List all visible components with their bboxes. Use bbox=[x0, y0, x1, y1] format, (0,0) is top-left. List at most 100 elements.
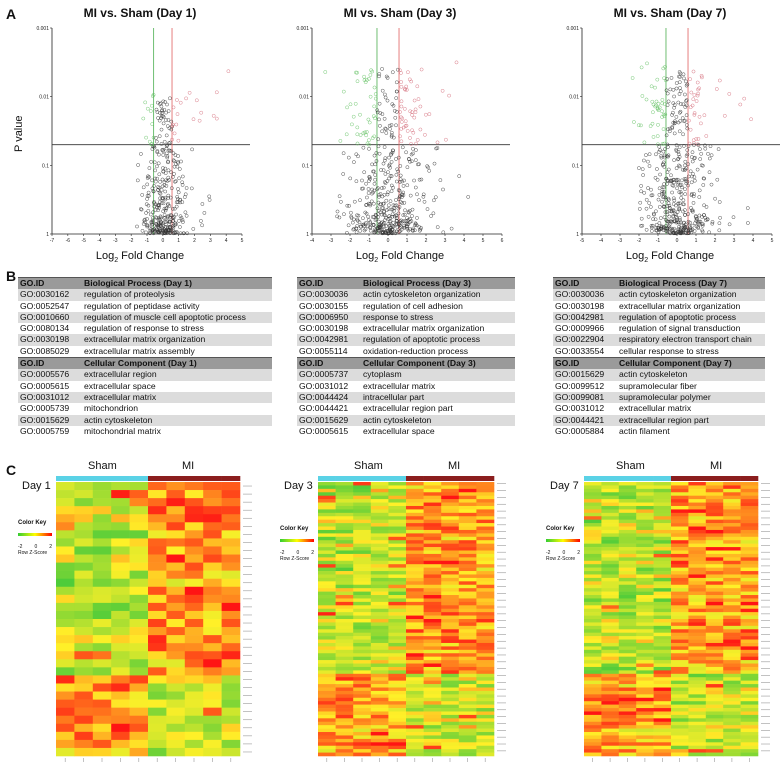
data-point bbox=[669, 219, 673, 224]
data-point bbox=[388, 199, 393, 204]
data-point bbox=[640, 223, 645, 228]
heatmap-cell bbox=[653, 547, 672, 551]
go-table-row: GO:0031012 extracellular matrix bbox=[18, 391, 272, 404]
heatmap-cell bbox=[166, 546, 186, 555]
data-point bbox=[696, 137, 701, 141]
data-point bbox=[351, 114, 356, 119]
heatmap-cell bbox=[723, 523, 741, 527]
data-point bbox=[181, 220, 185, 224]
heatmap-cell bbox=[601, 612, 620, 616]
heatmap-cell bbox=[335, 646, 354, 651]
heatmap-cell bbox=[148, 530, 167, 539]
heatmap-cell bbox=[221, 739, 241, 749]
data-point bbox=[692, 178, 697, 183]
heatmap-cell bbox=[166, 586, 186, 596]
data-point bbox=[658, 216, 663, 220]
heatmap-cell bbox=[458, 519, 477, 524]
data-point bbox=[405, 222, 410, 227]
heatmap-cell bbox=[221, 530, 241, 539]
heatmap-cell bbox=[688, 642, 707, 647]
heatmap-cell bbox=[335, 595, 354, 599]
heatmap-cell bbox=[423, 670, 442, 675]
data-point bbox=[662, 102, 667, 106]
data-point bbox=[366, 187, 371, 191]
heatmap-cell bbox=[370, 666, 389, 671]
heatmap-cell bbox=[636, 553, 654, 558]
heatmap-cell bbox=[335, 738, 354, 743]
data-point bbox=[177, 176, 181, 181]
data-point bbox=[149, 159, 154, 164]
data-point bbox=[156, 116, 160, 120]
heatmap-cell bbox=[92, 570, 112, 580]
data-point bbox=[685, 148, 690, 152]
heatmap-cell bbox=[370, 742, 389, 747]
x-tick-label: 0 bbox=[161, 238, 164, 244]
data-point bbox=[693, 221, 698, 225]
data-point bbox=[386, 190, 390, 195]
heatmap-cell bbox=[388, 711, 407, 716]
data-point bbox=[386, 203, 391, 208]
heatmap-cell bbox=[636, 488, 654, 493]
heatmap-cell bbox=[370, 488, 389, 493]
heatmap-cell bbox=[318, 742, 336, 747]
data-point bbox=[155, 150, 160, 155]
heatmap-cell bbox=[705, 577, 724, 582]
heatmap-cell bbox=[129, 538, 149, 547]
data-point bbox=[167, 222, 171, 227]
data-point bbox=[380, 129, 384, 134]
data-point bbox=[672, 105, 676, 110]
data-point bbox=[178, 231, 183, 236]
heatmap-cell bbox=[618, 745, 637, 750]
data-point bbox=[349, 214, 354, 219]
data-point bbox=[381, 206, 386, 210]
heatmap-cell bbox=[370, 656, 389, 661]
data-point bbox=[164, 118, 168, 122]
heatmap-cell bbox=[370, 721, 389, 726]
heatmap-cell bbox=[148, 546, 167, 555]
data-point bbox=[667, 214, 672, 219]
data-point bbox=[380, 186, 384, 190]
heatmap-cell bbox=[388, 488, 407, 493]
data-point bbox=[649, 187, 653, 192]
heatmap-cell bbox=[441, 735, 460, 740]
heatmap-cell bbox=[370, 619, 389, 623]
heatmap-cell bbox=[723, 505, 741, 510]
heatmap-cell bbox=[584, 605, 602, 610]
data-point bbox=[441, 230, 446, 235]
heatmap-cell bbox=[92, 659, 112, 668]
x-tick-label: -2 bbox=[129, 238, 134, 244]
go-term-cell: Biological Process (Day 1) bbox=[82, 277, 272, 290]
data-point bbox=[372, 153, 377, 158]
heatmap-cell bbox=[636, 684, 654, 688]
heatmap-cell bbox=[129, 530, 149, 539]
go-term-cell: actin filament bbox=[619, 425, 670, 436]
heatmap-cell bbox=[601, 560, 620, 565]
heatmap-cell bbox=[406, 632, 424, 637]
heatmap-cell bbox=[423, 680, 442, 685]
data-point bbox=[419, 67, 424, 72]
data-point bbox=[693, 155, 697, 160]
panel-label-c: C bbox=[6, 462, 17, 478]
heatmap-cell bbox=[671, 721, 689, 726]
data-point bbox=[644, 197, 649, 202]
data-point bbox=[377, 151, 382, 156]
data-point bbox=[659, 154, 664, 158]
data-point bbox=[158, 179, 162, 184]
heatmap-cell bbox=[441, 718, 460, 723]
data-point bbox=[426, 165, 430, 170]
heatmap-cell bbox=[388, 629, 407, 633]
heatmap-cell bbox=[353, 708, 372, 712]
go-id-cell: GO:0030155 bbox=[299, 300, 349, 311]
heatmap-cell bbox=[353, 742, 372, 747]
heatmap-cell bbox=[184, 627, 204, 636]
data-point bbox=[145, 182, 150, 187]
heatmap-cell bbox=[56, 546, 75, 555]
heatmap-cell bbox=[129, 707, 149, 717]
data-point bbox=[177, 167, 182, 171]
heatmap-cell bbox=[166, 530, 186, 539]
heatmap-cell bbox=[92, 482, 112, 491]
data-point bbox=[394, 123, 398, 128]
heatmap-cell bbox=[203, 715, 222, 725]
heatmap-cell bbox=[423, 509, 442, 514]
data-point bbox=[642, 140, 647, 145]
